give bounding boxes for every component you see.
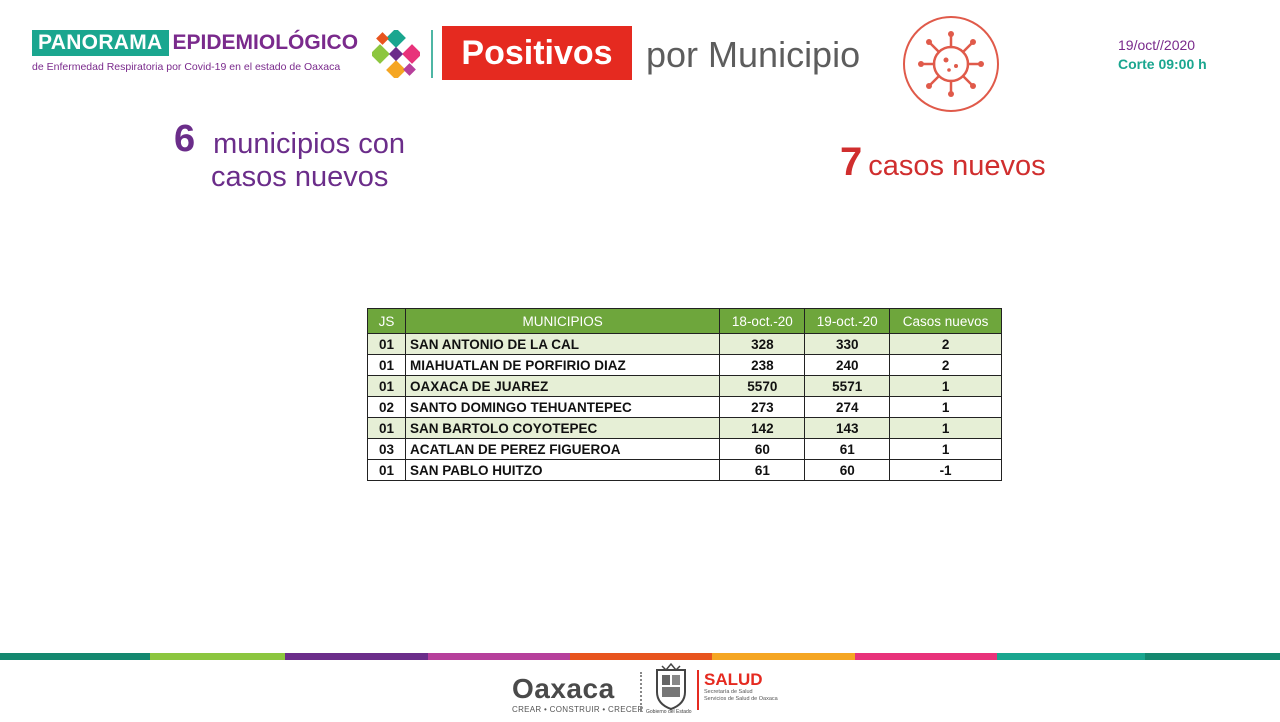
cell-casos-nuevos: 2 [889,354,1002,376]
stripe-segment [0,653,150,660]
header-divider [431,30,433,78]
brand-subtitle: de Enfermedad Respiratoria por Covid-19 … [32,61,341,73]
cell-municipio: SAN PABLO HUITZO [404,459,721,481]
cell-19-oct: 60 [804,459,891,481]
cell-18-oct: 273 [719,396,806,418]
salud-line1: Secretaría de Salud [704,689,753,695]
table-row: 02 SANTO DOMINGO TEHUANTEPEC 273 274 1 [367,396,1002,418]
cell-casos-nuevos: 1 [889,438,1002,460]
colored-x-logo-icon [372,30,420,78]
cell-casos-nuevos: -1 [889,459,1002,481]
stripe-segment [712,653,855,660]
table-row: 01 SAN BARTOLO COYOTEPEC 142 143 1 [367,417,1002,439]
cases-summary: 7 casos nuevos [840,140,1046,185]
cell-js: 01 [367,459,406,481]
cases-table: JS MUNICIPIOS 18-oct.-20 19-oct.-20 Caso… [367,308,1002,481]
cases-count: 7 [840,140,863,184]
stripe-segment [855,653,997,660]
col-js: JS [367,308,406,334]
report-date: 19/oct//2020 [1118,37,1196,53]
color-stripe [0,653,1280,660]
stripe-segment [997,653,1145,660]
col-municipios: MUNICIPIOS [404,308,721,334]
panorama-brand: PANORAMA EPIDEMIOLÓGICO de Enfermedad Re… [32,30,358,73]
cell-18-oct: 142 [719,417,806,439]
seal-caption: Gobierno del Estado [646,709,692,715]
salud-logo: SALUD Secretaría de Salud Servicios de S… [704,670,778,703]
cell-casos-nuevos: 2 [889,333,1002,355]
table-row: 01 SAN ANTONIO DE LA CAL 328 330 2 [367,333,1002,355]
cell-19-oct: 274 [804,396,891,418]
table-row: 01 MIAHUATLAN DE PORFIRIO DIAZ 238 240 2 [367,354,1002,376]
municipios-summary: 6 municipios con casos nuevos [174,118,474,194]
cell-js: 02 [367,396,406,418]
cell-municipio: OAXACA DE JUAREZ [404,375,721,397]
header: PANORAMA EPIDEMIOLÓGICO de Enfermedad Re… [0,0,1280,112]
brand-panorama: PANORAMA [32,30,169,56]
cell-municipio: MIAHUATLAN DE PORFIRIO DIAZ [404,354,721,376]
cell-municipio: SANTO DOMINGO TEHUANTEPEC [404,396,721,418]
salud-line2: Servicios de Salud de Oaxaca [704,696,778,702]
oaxaca-wordmark: Oaxaca [512,673,615,704]
cell-18-oct: 60 [719,438,806,460]
salud-divider [697,670,699,710]
table-row: 03 ACATLAN DE PEREZ FIGUEROA 60 61 1 [367,438,1002,460]
oaxaca-tagline: CREAR • CONSTRUIR • CRECER [512,705,644,714]
title-por-municipio: por Municipio [646,34,861,75]
cell-js: 01 [367,354,406,376]
cell-19-oct: 330 [804,333,891,355]
cell-19-oct: 143 [804,417,891,439]
cases-label: casos nuevos [868,150,1046,182]
cell-js: 01 [367,333,406,355]
stripe-segment [150,653,285,660]
cell-js: 01 [367,375,406,397]
cell-js: 01 [367,417,406,439]
cell-18-oct: 61 [719,459,806,481]
footer-divider [640,672,644,712]
stripe-segment [570,653,712,660]
cell-js: 03 [367,438,406,460]
cell-19-oct: 5571 [804,375,891,397]
salud-title: SALUD [704,670,763,689]
cell-casos-nuevos: 1 [889,396,1002,418]
cutoff-time: Corte 09:00 h [1118,56,1207,72]
cell-municipio: SAN ANTONIO DE LA CAL [404,333,721,355]
brand-epidemiologico: EPIDEMIOLÓGICO [172,31,359,54]
col-19-oct: 19-oct.-20 [804,308,891,334]
cell-19-oct: 61 [804,438,891,460]
col-18-oct: 18-oct.-20 [719,308,806,334]
cell-casos-nuevos: 1 [889,417,1002,439]
municipios-line1: municipios con [213,128,405,160]
cell-18-oct: 238 [719,354,806,376]
cell-19-oct: 240 [804,354,891,376]
stripe-segment [428,653,570,660]
cell-18-oct: 328 [719,333,806,355]
cell-municipio: ACATLAN DE PEREZ FIGUEROA [404,438,721,460]
stripe-segment [285,653,428,660]
oaxaca-logo: Oaxaca CREAR • CONSTRUIR • CRECER [512,673,644,715]
stripe-segment [1145,653,1280,660]
state-seal-icon [656,662,686,711]
virus-icon [903,16,999,112]
table-row: 01 SAN PABLO HUITZO 61 60 -1 [367,459,1002,481]
title-positivos: Positivos [442,26,632,80]
cell-municipio: SAN BARTOLO COYOTEPEC [404,417,721,439]
table-header-row: JS MUNICIPIOS 18-oct.-20 19-oct.-20 Caso… [367,308,1002,334]
cell-18-oct: 5570 [719,375,806,397]
municipios-count: 6 [174,118,196,160]
municipios-line2: casos nuevos [211,161,389,193]
cell-casos-nuevos: 1 [889,375,1002,397]
col-casos-nuevos: Casos nuevos [889,308,1002,334]
table-row: 01 OAXACA DE JUAREZ 5570 5571 1 [367,375,1002,397]
